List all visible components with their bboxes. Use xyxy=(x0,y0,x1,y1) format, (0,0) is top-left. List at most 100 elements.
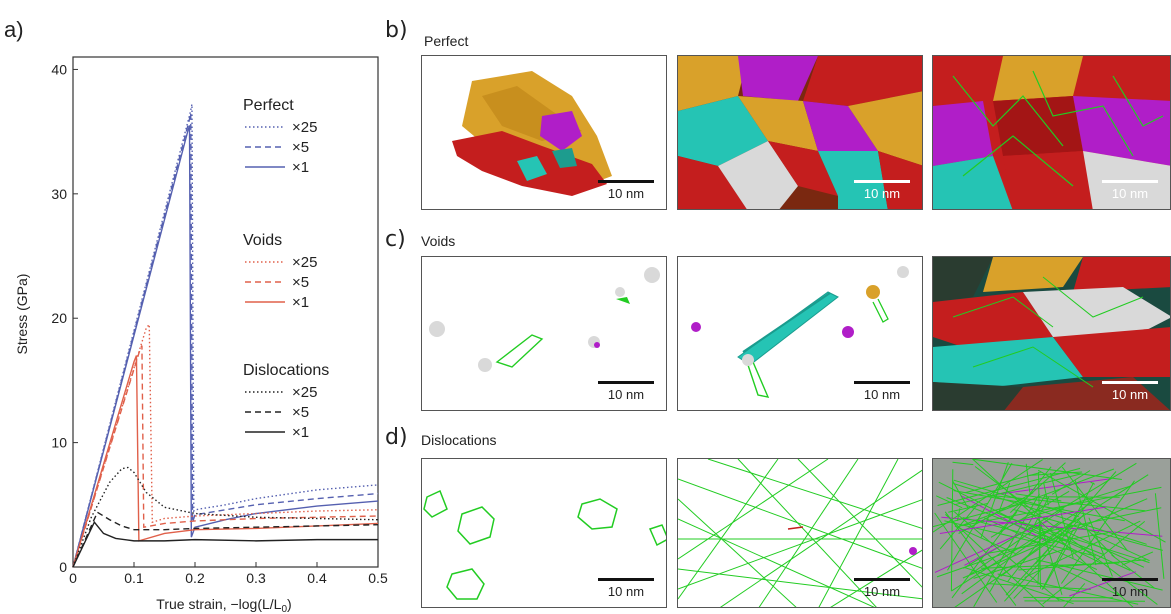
dislocation-line xyxy=(1069,571,1136,597)
dislocation-line xyxy=(1004,516,1150,564)
grain-cluster-graphic xyxy=(452,71,612,196)
dislocation-line xyxy=(990,490,1070,538)
dislocation-line xyxy=(944,520,1096,557)
scale-bar-label: 10 nm xyxy=(863,584,901,599)
dislocation-line xyxy=(1044,496,1120,498)
dislocation-line xyxy=(996,478,1111,495)
x-tick-label: 0.1 xyxy=(124,570,144,586)
image-perfect-2: 10 nm xyxy=(677,55,923,210)
dislocation-line xyxy=(969,508,1064,576)
scale-bar: 10 nm xyxy=(854,578,910,599)
image-dislocations-1: 10 nm xyxy=(421,458,667,608)
scale-bar-label: 10 nm xyxy=(607,584,645,599)
dislocation-line xyxy=(952,461,974,466)
row-title-dislocations: Dislocations xyxy=(421,432,497,448)
dislocation-line xyxy=(1037,507,1162,534)
x-tick-label: 0.3 xyxy=(246,570,266,586)
legend-entry-label: ×25 xyxy=(292,254,317,271)
x-tick-label: 0.5 xyxy=(368,570,388,586)
image-dislocations-2: 10 nm xyxy=(677,458,923,608)
scale-bar: 10 nm xyxy=(598,578,654,599)
dislocation-line xyxy=(957,468,1115,528)
x-axis-label-main: True strain, −log(L/L xyxy=(156,596,281,612)
grain-mosaic-graphic xyxy=(678,56,922,209)
dislocation-line xyxy=(1035,471,1117,565)
dislocation-line xyxy=(954,525,1016,555)
x-tick-label: 0.2 xyxy=(185,570,205,586)
dislocation-line xyxy=(1038,471,1041,589)
x-axis-label-close: ) xyxy=(287,596,292,612)
row-title-voids: Voids xyxy=(421,233,456,249)
dislocation-line xyxy=(1013,569,1042,599)
dislocation-line xyxy=(950,469,954,592)
dislocation-line xyxy=(1058,537,1131,571)
legend-title: Perfect xyxy=(243,97,294,114)
axes-group: 0 0.1 0.2 0.3 0.4 0.5 0 10 20 30 40 xyxy=(51,56,388,586)
dislocation-line xyxy=(1154,493,1165,579)
dislocation-line xyxy=(964,546,1000,566)
dislocation-line xyxy=(952,480,969,509)
dislocation-line xyxy=(951,534,1040,592)
dislocation-line xyxy=(972,459,1134,607)
image-voids-1: 10 nm xyxy=(421,256,667,411)
dislocation-line xyxy=(956,508,961,521)
dislocation-line xyxy=(1007,536,1044,582)
image-perfect-1: 10 nm xyxy=(421,55,667,210)
y-tick-label: 0 xyxy=(59,559,67,575)
scale-bar-label: 10 nm xyxy=(1111,387,1149,402)
scale-bar-label: 10 nm xyxy=(607,186,645,201)
dislocation-line xyxy=(939,506,1107,534)
y-axis-label: Stress (GPa) xyxy=(14,274,30,355)
dislocation-line xyxy=(946,497,1052,540)
dislocation-line xyxy=(933,501,1029,528)
scale-bar: 10 nm xyxy=(598,381,654,402)
dislocation-line xyxy=(1111,554,1155,589)
dislocation-line xyxy=(1049,472,1074,559)
dense-dislocation-network-graphic xyxy=(933,459,1170,607)
image-voids-2: 10 nm xyxy=(677,256,923,411)
series-line-perfect-dotted xyxy=(72,104,379,568)
series-line-dislocations-dashed xyxy=(72,511,379,568)
y-tick-label: 30 xyxy=(51,186,67,202)
row-title-perfect: Perfect xyxy=(424,33,469,49)
series-line-voids-dashed xyxy=(72,345,379,568)
y-tick-label: 40 xyxy=(51,61,67,77)
series-line-perfect-solid xyxy=(72,125,379,568)
dislocation-line xyxy=(1063,583,1086,607)
image-perfect-3: 10 nm xyxy=(932,55,1171,210)
series-line-voids-dotted xyxy=(72,322,379,568)
legend-entry-label: ×1 xyxy=(292,294,309,311)
scale-bar-label: 10 nm xyxy=(607,387,645,402)
scale-bar-label: 10 nm xyxy=(1111,584,1149,599)
x-axis-label: True strain, −log(L/L0) xyxy=(156,596,291,614)
x-tick-label: 0.4 xyxy=(307,570,327,586)
series-line-dislocations-solid xyxy=(72,520,378,568)
stress-strain-chart: a) Stress (GPa) True strain, −log(L/L0) … xyxy=(4,17,388,614)
y-tick-label: 10 xyxy=(51,435,67,451)
dislocation-line xyxy=(973,547,1071,579)
dislocation-line xyxy=(934,512,998,603)
panel-label-c: c) xyxy=(385,227,406,252)
dislocation-line xyxy=(972,459,1122,480)
y-tick-label: 20 xyxy=(51,310,67,326)
scale-bar: 10 nm xyxy=(854,180,910,201)
dislocation-line xyxy=(936,540,1040,578)
dislocation-line xyxy=(941,516,1163,537)
image-voids-3: 10 nm xyxy=(932,256,1171,411)
dislocation-line xyxy=(935,495,963,509)
legend-title: Voids xyxy=(243,232,282,249)
dislocation-line xyxy=(937,467,1081,506)
legend-entry-label: ×25 xyxy=(292,384,317,401)
scale-bar: 10 nm xyxy=(854,381,910,402)
scale-bar-label: 10 nm xyxy=(863,186,901,201)
scale-bar-label: 10 nm xyxy=(863,387,901,402)
dislocation-line xyxy=(1074,480,1097,566)
grain-mosaic-graphic xyxy=(933,257,1170,410)
series-line-dislocations-dotted xyxy=(72,466,379,568)
dislocation-line xyxy=(961,521,1060,595)
legend-entry-label: ×1 xyxy=(292,424,309,441)
series-line-perfect-dashed xyxy=(72,112,379,568)
dislocation-line xyxy=(1024,520,1141,579)
dislocation-line xyxy=(1051,563,1122,597)
image-dislocations-3: 10 nm xyxy=(932,458,1171,608)
